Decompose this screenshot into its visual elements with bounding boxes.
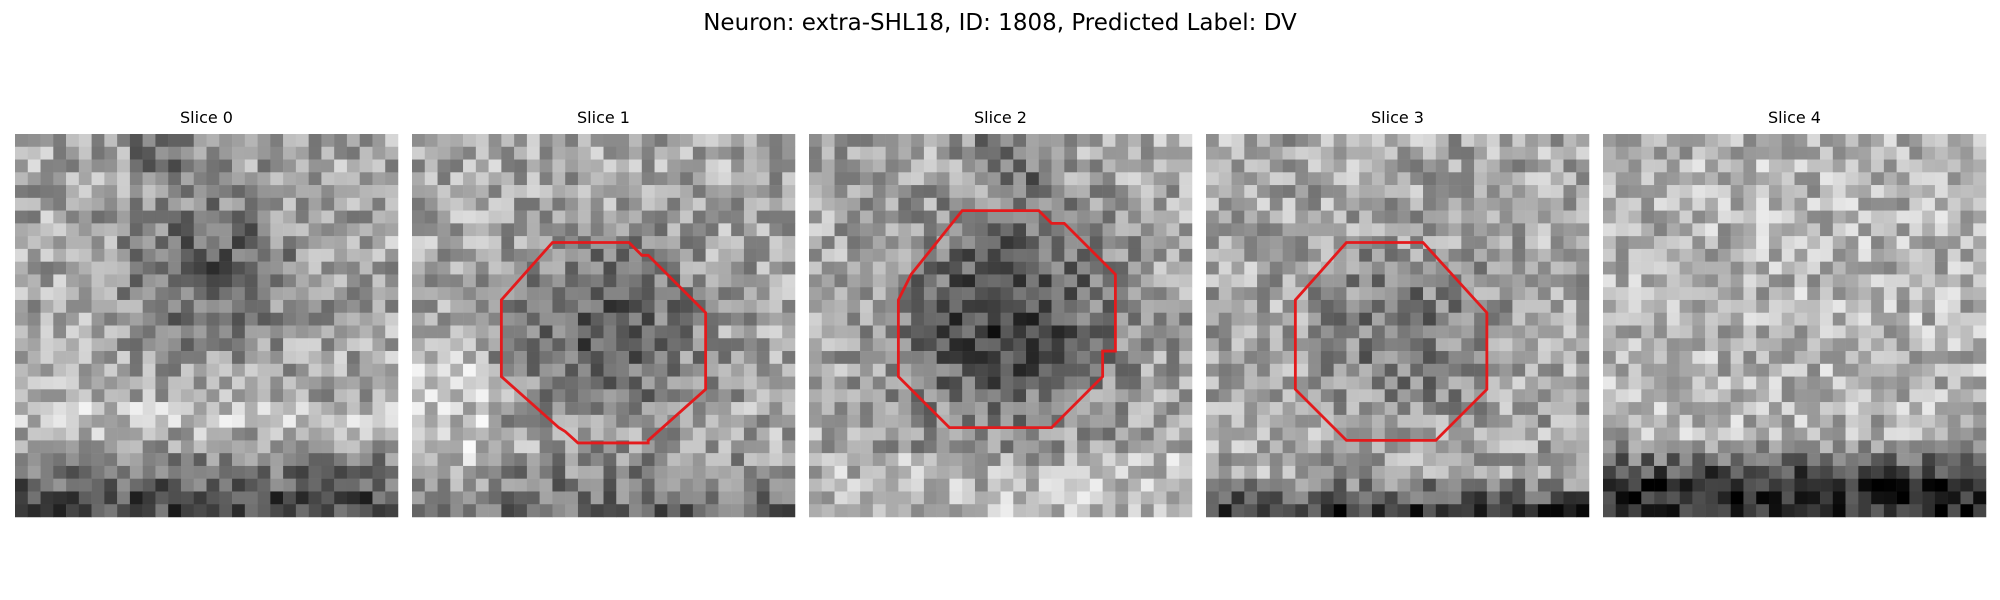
slice-title: Slice 3 bbox=[1371, 108, 1424, 127]
slice-panel-1: Slice 1 bbox=[412, 108, 796, 518]
slice-title: Slice 1 bbox=[577, 108, 630, 127]
slice-image bbox=[1603, 134, 1987, 518]
slice-panel-0: Slice 0 bbox=[15, 108, 399, 518]
slice-panel-4: Slice 4 bbox=[1603, 108, 1987, 518]
slice-panel-2: Slice 2 bbox=[809, 108, 1193, 518]
slice-image bbox=[809, 134, 1193, 518]
slice-title: Slice 2 bbox=[974, 108, 1027, 127]
slice-image bbox=[412, 134, 796, 518]
slice-panel-3: Slice 3 bbox=[1206, 108, 1590, 518]
slice-title: Slice 0 bbox=[180, 108, 233, 127]
roi-outline bbox=[1293, 241, 1489, 442]
roi-outline bbox=[896, 209, 1117, 430]
slice-image bbox=[1206, 134, 1590, 518]
roi-outline bbox=[499, 241, 708, 445]
slice-image bbox=[15, 134, 399, 518]
figure-title: Neuron: extra-SHL18, ID: 1808, Predicted… bbox=[703, 10, 1297, 36]
slice-title: Slice 4 bbox=[1768, 108, 1821, 127]
